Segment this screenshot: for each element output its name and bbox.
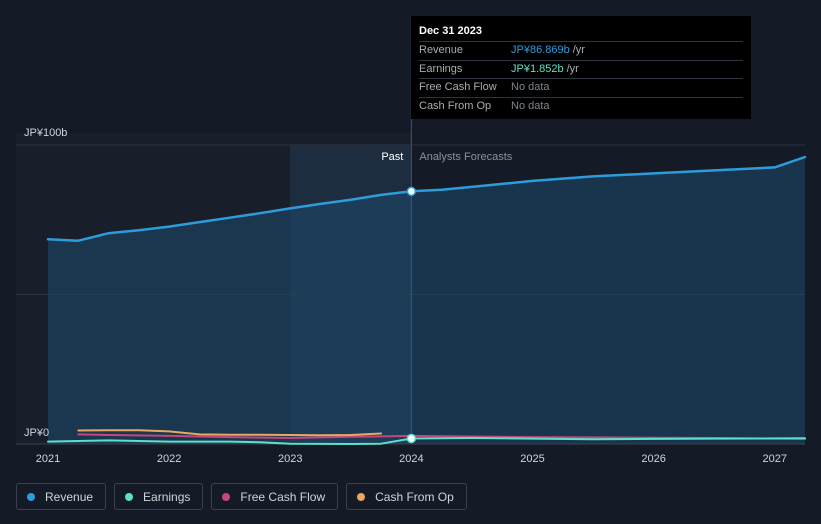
legend-item-cash-from-op[interactable]: Cash From Op (346, 483, 467, 510)
tooltip-unit: /yr (572, 44, 585, 56)
tooltip: Dec 31 2023 Revenue JP¥86.869b /yr Earni… (411, 16, 751, 119)
x-tick-label: 2023 (278, 453, 302, 465)
tooltip-value: JP¥86.869b (511, 44, 570, 56)
legend-item-free-cash-flow[interactable]: Free Cash Flow (211, 483, 339, 510)
tooltip-label: Free Cash Flow (419, 81, 497, 93)
tooltip-value: No data (511, 81, 550, 93)
revenue-marker (406, 186, 417, 197)
y-zero-label: JP¥0 (24, 427, 49, 439)
earnings-line (47, 437, 806, 445)
y-top-label: JP¥100b (24, 127, 67, 139)
legend-item-earnings[interactable]: Earnings (114, 483, 204, 510)
revenue-line (46, 155, 807, 242)
tooltip-row-earnings: Earnings JP¥1.852b /yr (419, 59, 743, 79)
legend-item-revenue[interactable]: Revenue (16, 483, 107, 510)
legend-label: Cash From Op (375, 489, 454, 504)
revenue-area (48, 156, 805, 444)
tooltip-row-cash-from-op: Cash From Op No data (419, 96, 743, 116)
x-tick-label: 2024 (399, 453, 423, 465)
legend-dot-icon (125, 492, 134, 501)
tooltip-label: Revenue (419, 44, 464, 56)
legend: Revenue Earnings Free Cash Flow Cash Fro… (16, 483, 467, 510)
tooltip-row-free-cash-flow: Free Cash Flow No data (419, 78, 743, 97)
x-tick-label: 2022 (157, 453, 181, 465)
legend-dot-icon (222, 492, 231, 501)
x-tick-label: 2021 (36, 453, 60, 465)
earnings-marker (406, 433, 417, 444)
cash-from-op-line (77, 429, 383, 437)
tooltip-label: Earnings (419, 62, 463, 75)
x-tick-label: 2025 (520, 453, 544, 465)
forecast-label: Analysts Forecasts (419, 151, 512, 163)
tooltip-row-revenue: Revenue JP¥86.869b /yr (419, 41, 743, 60)
legend-label: Revenue (45, 489, 94, 504)
past-label: Past (381, 151, 403, 163)
x-tick-label: 2027 (762, 453, 786, 465)
legend-dot-icon (357, 492, 366, 501)
legend-label: Earnings (143, 489, 191, 504)
tooltip-value: JP¥1.852b (511, 62, 564, 75)
legend-label: Free Cash Flow (240, 489, 326, 504)
x-tick-label: 2026 (641, 453, 665, 465)
legend-dot-icon (27, 492, 35, 501)
tooltip-date: Dec 31 2023 (419, 25, 482, 37)
tooltip-value: No data (511, 99, 550, 112)
tooltip-label: Cash From Op (419, 99, 492, 112)
tooltip-unit: /yr (566, 62, 579, 75)
